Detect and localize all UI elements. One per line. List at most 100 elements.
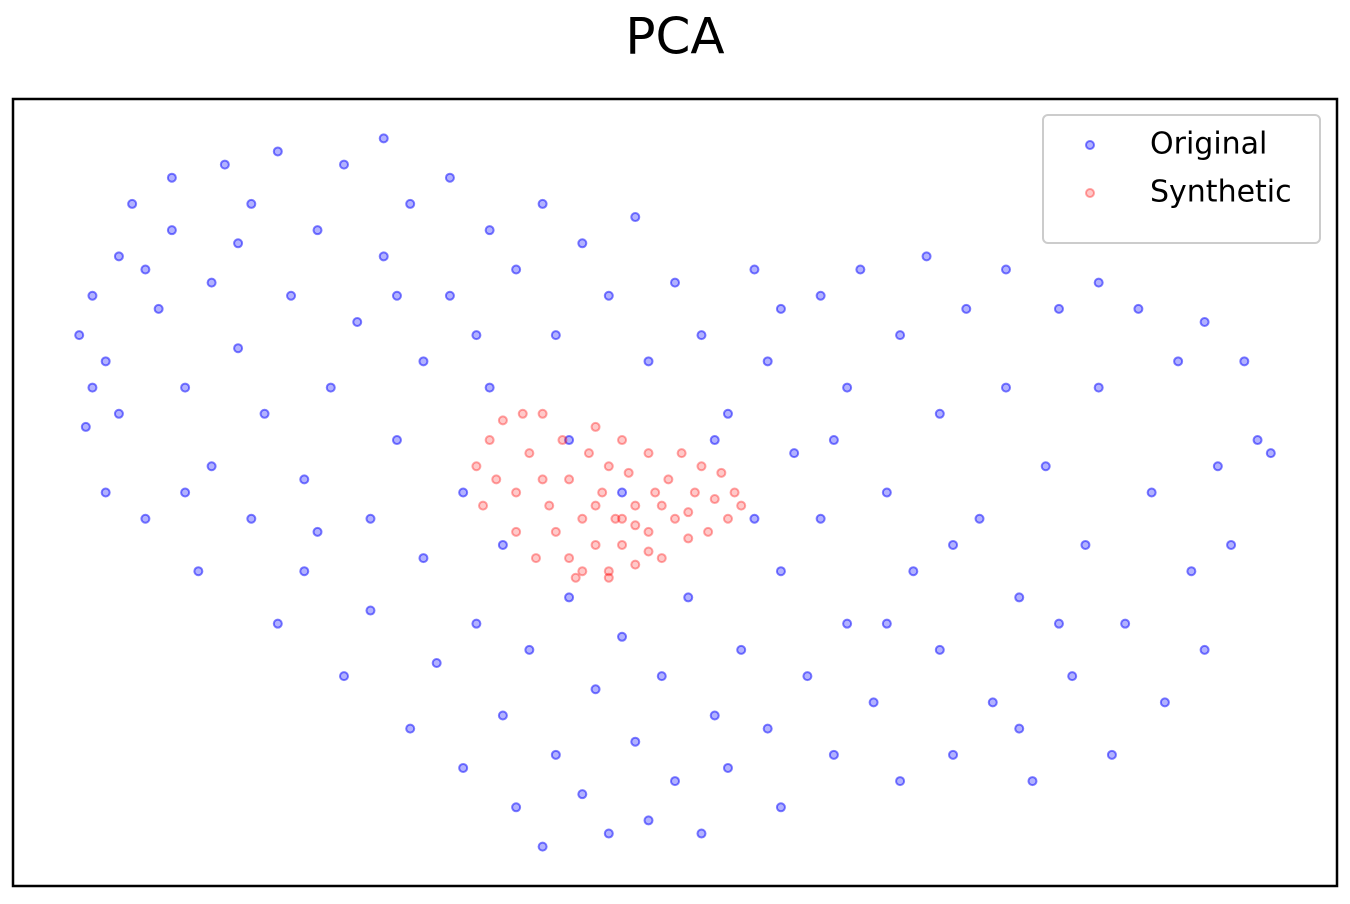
point bbox=[471, 461, 482, 472]
point bbox=[948, 749, 959, 760]
point bbox=[391, 435, 402, 446]
point bbox=[87, 382, 98, 393]
point bbox=[683, 533, 694, 544]
point bbox=[1146, 487, 1157, 498]
point bbox=[1133, 303, 1144, 314]
point bbox=[722, 408, 733, 419]
point bbox=[544, 500, 555, 511]
point bbox=[775, 566, 786, 577]
point bbox=[524, 644, 535, 655]
point bbox=[219, 159, 230, 170]
point bbox=[630, 559, 641, 570]
point bbox=[676, 448, 687, 459]
point bbox=[1186, 566, 1197, 577]
point bbox=[206, 461, 217, 472]
point bbox=[140, 264, 151, 275]
point bbox=[100, 487, 111, 498]
point bbox=[80, 421, 91, 432]
point bbox=[564, 435, 575, 446]
point bbox=[987, 697, 998, 708]
point bbox=[643, 526, 654, 537]
point bbox=[590, 421, 601, 432]
point bbox=[650, 487, 661, 498]
point bbox=[1001, 382, 1011, 393]
point bbox=[497, 539, 508, 550]
point bbox=[683, 507, 694, 518]
point bbox=[603, 461, 614, 472]
point bbox=[630, 212, 641, 223]
point bbox=[643, 448, 654, 459]
point bbox=[1159, 697, 1170, 708]
point bbox=[630, 736, 641, 747]
point bbox=[418, 356, 429, 367]
point bbox=[828, 749, 839, 760]
chart-title: PCA bbox=[625, 8, 724, 66]
point bbox=[683, 592, 694, 603]
point bbox=[312, 225, 323, 236]
point bbox=[537, 198, 548, 209]
point bbox=[471, 618, 482, 629]
point bbox=[630, 520, 641, 531]
point bbox=[564, 553, 575, 564]
point bbox=[974, 513, 985, 524]
point bbox=[378, 133, 389, 144]
point bbox=[623, 467, 634, 478]
point bbox=[193, 566, 204, 577]
point bbox=[934, 408, 945, 419]
point bbox=[789, 448, 800, 459]
point bbox=[630, 500, 641, 511]
point bbox=[709, 710, 720, 721]
point bbox=[603, 290, 614, 301]
point bbox=[709, 435, 720, 446]
point bbox=[1106, 749, 1117, 760]
point bbox=[617, 631, 628, 642]
point bbox=[1239, 356, 1250, 367]
point bbox=[663, 474, 674, 485]
point bbox=[497, 710, 508, 721]
point bbox=[643, 546, 654, 557]
point bbox=[233, 238, 244, 249]
point bbox=[1265, 448, 1276, 459]
point bbox=[828, 435, 839, 446]
point bbox=[762, 356, 773, 367]
point bbox=[1226, 539, 1237, 550]
point bbox=[352, 316, 363, 327]
point bbox=[87, 290, 98, 301]
point bbox=[444, 290, 455, 301]
point bbox=[1014, 723, 1025, 734]
point bbox=[736, 644, 747, 655]
point bbox=[617, 539, 628, 550]
point bbox=[1080, 539, 1091, 550]
point bbox=[610, 513, 621, 524]
point bbox=[405, 723, 416, 734]
point bbox=[550, 749, 561, 760]
point bbox=[391, 290, 402, 301]
point bbox=[418, 553, 429, 564]
point bbox=[517, 408, 528, 419]
point bbox=[286, 290, 297, 301]
point bbox=[530, 553, 541, 564]
point bbox=[272, 618, 283, 629]
point bbox=[881, 487, 892, 498]
point bbox=[511, 526, 522, 537]
point bbox=[127, 198, 138, 209]
legend-marker bbox=[1085, 188, 1095, 198]
point bbox=[921, 251, 932, 262]
point bbox=[570, 572, 581, 583]
point bbox=[1093, 382, 1104, 393]
point bbox=[603, 828, 614, 839]
point bbox=[537, 474, 548, 485]
point bbox=[1014, 592, 1025, 603]
point bbox=[590, 500, 601, 511]
point bbox=[405, 198, 416, 209]
point bbox=[564, 474, 575, 485]
point bbox=[484, 435, 495, 446]
point bbox=[100, 356, 111, 367]
point bbox=[643, 356, 654, 367]
point bbox=[948, 539, 959, 550]
point bbox=[868, 697, 879, 708]
point bbox=[656, 671, 667, 682]
point bbox=[583, 448, 594, 459]
point bbox=[180, 382, 191, 393]
point bbox=[378, 251, 389, 262]
